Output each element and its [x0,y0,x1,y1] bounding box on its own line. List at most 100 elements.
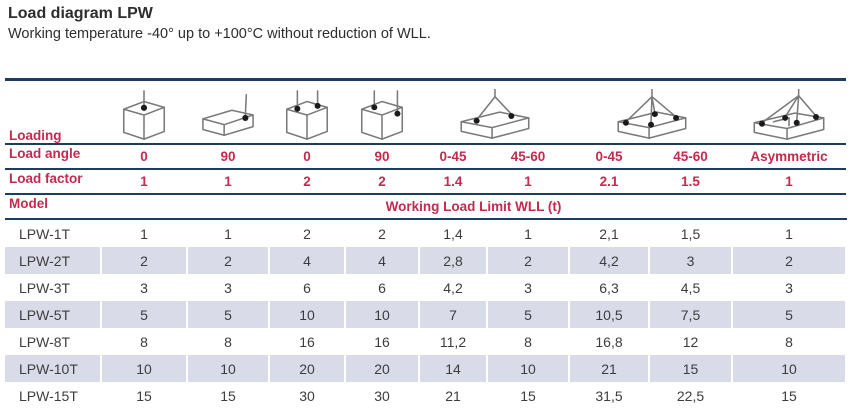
model-name: LPW-2T [5,247,102,274]
load-factor-cell: 1 [487,169,569,195]
wll-value: 1 [487,219,570,247]
wll-value: 21 [419,382,488,409]
wll-value: 15 [101,382,188,409]
wll-value: 3 [732,274,847,301]
load-angle-cell: Asymmetric [732,144,846,170]
wll-value: 15 [732,382,847,409]
loading-icon-cell [345,79,419,145]
wll-value: 10 [101,355,188,382]
table-row: LPW-3T 3 3 6 6 4,2 3 6,3 4,5 3 [5,274,847,301]
load-angle-cell: 45-60 [649,144,732,170]
wll-value: 2,8 [419,247,488,274]
wll-value: 2 [269,219,346,247]
wll-value: 2 [732,247,847,274]
table-row: LPW-1T 1 1 2 2 1,4 1 2,1 1,5 1 [5,219,847,247]
load-factor-cell: 1 [101,169,187,195]
table-row: LPW-8T 8 8 16 16 11,2 8 16,8 12 8 [5,328,847,355]
wll-value: 3 [187,274,270,301]
wll-value: 7,5 [649,301,733,328]
loading-label: Loading [5,79,101,145]
wll-value: 8 [101,328,188,355]
wll-value: 3 [649,247,733,274]
wll-value: 15 [649,355,733,382]
wll-value: 14 [419,355,488,382]
load-angle-cell: 0 [269,144,345,170]
wll-value: 2,1 [569,219,650,247]
cube-single-lift-point-icon [122,90,166,140]
load-angle-cell: 90 [345,144,419,170]
model-name: LPW-10T [5,355,102,382]
load-angle-cell: 0 [101,144,187,170]
load-angle-label: Load angle [5,144,101,170]
wll-value: 3 [101,274,188,301]
flat-box-four-leg-sling-icon [616,89,686,139]
wll-value: 5 [487,301,570,328]
wll-value: 30 [345,382,420,409]
wll-value: 10 [732,355,847,382]
model-header-row: Model Working Load Limit WLL (t) [5,194,846,220]
loading-icon-cell [101,79,187,145]
wll-value: 1,4 [419,219,488,247]
model-name: LPW-8T [5,328,102,355]
loading-icon-cell [187,79,269,145]
wll-value: 5 [187,301,270,328]
wll-value: 4,5 [649,274,733,301]
load-factor-cell: 2 [345,169,419,195]
page-subtitle: Working temperature -40° up to +100°C wi… [8,26,431,42]
table-row: LPW-10T 10 10 20 20 14 10 21 15 10 [5,355,847,382]
wll-value: 10 [487,355,570,382]
load-factor-cell: 2 [269,169,345,195]
wll-value: 8 [187,328,270,355]
load-factor-cell: 1 [732,169,846,195]
load-angle-cell: 0-45 [419,144,487,170]
table-row: LPW-15T 15 15 30 30 21 15 31,5 22,5 15 [5,382,847,409]
flat-box-side-lift-point-icon [202,94,254,137]
wll-value: 6 [345,274,420,301]
model-label: Model [5,194,101,220]
wll-value: 15 [187,382,270,409]
wll-value: 4,2 [569,247,650,274]
load-factor-label: Load factor [5,169,101,195]
load-angle-cell: 0-45 [569,144,649,170]
model-name: LPW-5T [5,301,102,328]
wll-value: 5 [732,301,847,328]
wll-value: 1,5 [649,219,733,247]
wll-value: 30 [269,382,346,409]
wll-value: 3 [487,274,570,301]
wll-value: 10 [345,301,420,328]
wll-value: 2 [487,247,570,274]
wll-value: 8 [487,328,570,355]
load-factor-row: Load factor 1 1 2 2 1.4 1 2.1 1.5 1 [5,169,846,195]
wll-value: 12 [649,328,733,355]
wll-header: Working Load Limit WLL (t) [101,194,846,220]
loading-icon-cell [732,79,846,145]
wll-value: 31,5 [569,382,650,409]
loading-icon-cell [419,79,569,145]
wll-value: 8 [732,328,847,355]
wll-value: 1 [101,219,188,247]
wll-value: 21 [569,355,650,382]
wll-value: 2 [345,219,420,247]
table-row: LPW-2T 2 2 4 4 2,8 2 4,2 3 2 [5,247,847,274]
model-name: LPW-3T [5,274,102,301]
wll-value: 4,2 [419,274,488,301]
cube-two-lift-points-icon [285,90,329,140]
wll-value: 11,2 [419,328,488,355]
wll-value: 4 [345,247,420,274]
wll-value: 10,5 [569,301,650,328]
flat-box-two-leg-sling-icon [460,89,530,139]
wll-value: 5 [101,301,188,328]
load-angle-cell: 45-60 [487,144,569,170]
wll-value: 20 [269,355,346,382]
wll-value: 16 [345,328,420,355]
wll-value: 1 [732,219,847,247]
wll-table-body: LPW-1T 1 1 2 2 1,4 1 2,1 1,5 1 LPW-2T 2 2 4 4 2,8 2 4,2 3 2… [5,219,847,409]
wll-value: 6,3 [569,274,650,301]
model-name: LPW-15T [5,382,102,409]
table-row: LPW-5T 5 5 10 10 7 5 10,5 7,5 5 [5,301,847,328]
wll-value: 10 [269,301,346,328]
page-title: Load diagram LPW [8,5,153,22]
load-angle-row: Load angle 0 90 0 90 0-45 45-60 0-45 45-… [5,144,846,170]
load-factor-cell: 1.4 [419,169,487,195]
